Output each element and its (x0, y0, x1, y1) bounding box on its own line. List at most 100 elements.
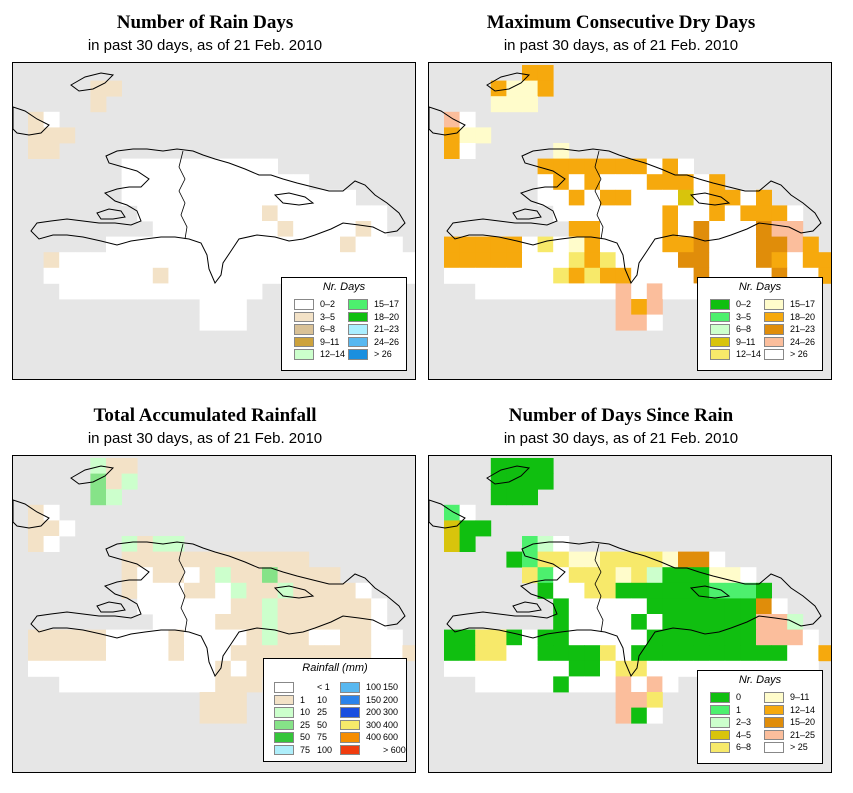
legend-item: 50 75 (274, 731, 332, 744)
legend-column: 0–2 3–5 6–8 9–11 12–14 (294, 298, 345, 361)
grid-cell (293, 551, 310, 568)
grid-cell (693, 567, 710, 584)
grid-cell (215, 582, 232, 599)
legend-column: 100 150 150 200 200 300 300 400 400 600 > 600 (340, 681, 406, 756)
grid-cell (584, 205, 601, 222)
grid-cell (631, 692, 648, 708)
grid-cell (355, 205, 372, 222)
grid-cell (371, 629, 388, 646)
grid-cell (293, 221, 310, 237)
grid-cell (308, 236, 325, 253)
grid-cell (184, 676, 200, 693)
grid-cell (262, 582, 278, 599)
grid-cell (121, 174, 138, 191)
country-border (178, 543, 188, 633)
grid-cell (74, 267, 91, 284)
grid-cell (137, 676, 154, 693)
grid-cell (615, 314, 632, 331)
grid-cell (537, 473, 554, 490)
grid-cell (693, 221, 710, 237)
grid-cell (787, 236, 804, 253)
grid-cell (184, 598, 200, 615)
grid-cell (106, 458, 122, 474)
grid-cell (246, 189, 263, 206)
grid-cell (402, 252, 415, 269)
grid-cell (59, 520, 76, 537)
grid-cell (444, 520, 460, 537)
grid-cell (246, 598, 263, 615)
grid-cell (646, 645, 663, 662)
grid-cell (28, 143, 44, 159)
grid-cell (293, 205, 310, 222)
grid-cell (152, 267, 169, 284)
grid-cell (787, 205, 804, 222)
grid-cell (771, 598, 788, 615)
coastline-path (689, 585, 731, 599)
grid-cell (215, 174, 232, 191)
grid-cell (121, 458, 138, 474)
grid-cell (646, 567, 663, 584)
legend-swatch (294, 311, 314, 322)
grid-cell (152, 660, 169, 677)
grid-cell (537, 645, 554, 662)
grid-cell (631, 707, 648, 724)
coastline-path (70, 72, 115, 92)
grid-cell (184, 629, 200, 646)
grid-cell (568, 598, 585, 615)
panel-total-rainfall: Total Accumulated Rainfall in past 30 da… (0, 393, 420, 793)
grid-cell (74, 645, 91, 662)
grid-cell (74, 283, 91, 300)
grid-cell (678, 614, 694, 630)
coastline-path (96, 208, 126, 220)
map-grid (429, 65, 831, 331)
grid-cell (199, 314, 216, 331)
legend-swatch (710, 742, 730, 753)
grid-cell (106, 660, 122, 677)
grid-cell (59, 645, 76, 662)
legend-item: 75 100 (274, 744, 332, 757)
coastline-path (13, 106, 50, 136)
grid-cell (106, 283, 122, 300)
legend-label: 6–8 (736, 742, 752, 753)
grid-cell (678, 660, 694, 677)
grid-cell (355, 252, 372, 269)
grid-cell (324, 629, 341, 646)
grid-cell (646, 283, 663, 300)
legend-swatch (348, 336, 368, 347)
grid-cell (137, 189, 154, 206)
grid-cell (340, 598, 356, 615)
grid-cell (230, 299, 247, 315)
grid-cell (90, 458, 107, 474)
grid-cell (678, 174, 694, 191)
grid-cell (568, 645, 585, 662)
grid-cell (90, 676, 107, 693)
grid-cell (59, 676, 76, 693)
grid-cell (553, 629, 570, 646)
grid-cell (568, 660, 585, 677)
grid-cell (59, 267, 76, 284)
grid-cell (90, 645, 107, 662)
grid-cell (199, 205, 216, 222)
legend-item: 6–8 (710, 323, 761, 336)
grid-cell (771, 645, 788, 662)
panel-subtitle: in past 30 days, as of 21 Feb. 2010 (503, 37, 739, 54)
grid-cell (308, 189, 325, 206)
grid-cell (756, 645, 772, 662)
grid-cell (293, 645, 310, 662)
grid-cell (506, 551, 523, 568)
grid-cell (246, 614, 263, 630)
legend-label-high: > 600 (383, 744, 406, 755)
grid-cell (444, 252, 460, 269)
grid-cell (308, 598, 325, 615)
legend-swatch (710, 299, 730, 310)
panel-subtitle: in past 30 days, as of 21 Feb. 2010 (503, 430, 739, 447)
grid-cell (693, 236, 710, 253)
grid-cell (568, 221, 585, 237)
map-area: Nr. Days 0–2 3–5 6–8 9–11 12–14 15–17 18–20 21–… (428, 62, 832, 380)
legend-column: 15–17 18–20 21–23 24–26 > 26 (348, 298, 399, 361)
grid-cell (90, 660, 107, 677)
legend-label: 3–5 (320, 311, 336, 322)
legend-swatch (294, 336, 314, 347)
grid-cell (184, 582, 200, 599)
legend-swatch (710, 349, 730, 360)
